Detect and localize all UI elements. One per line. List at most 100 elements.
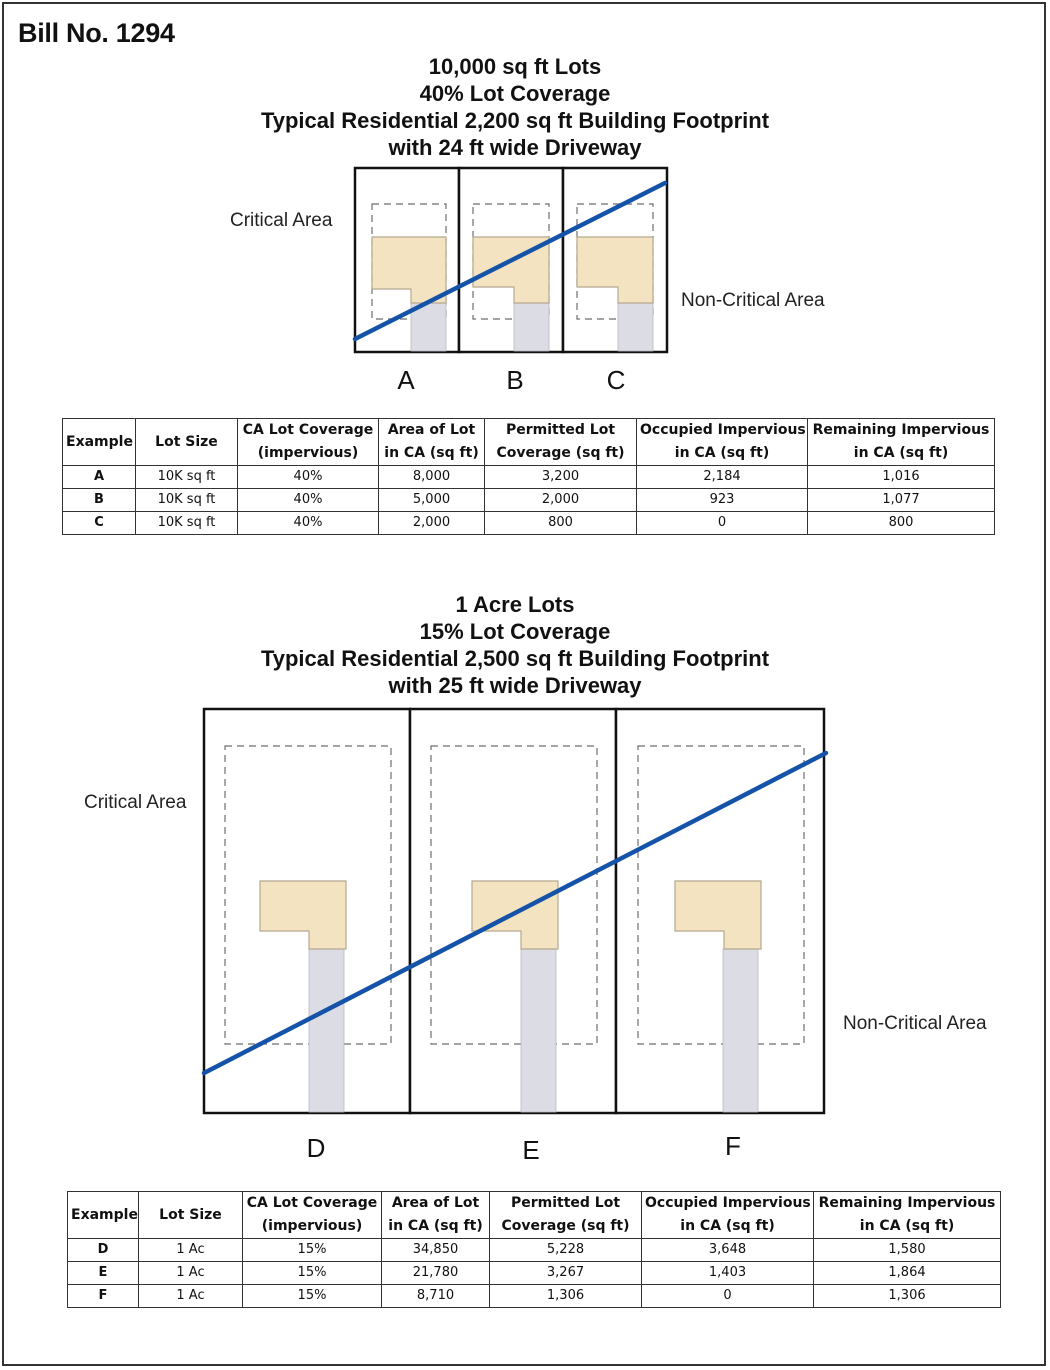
setback-outline [637,745,805,1045]
driveway [722,948,759,1113]
table-row: D 1 Ac 15% 34,850 5,228 3,648 1,580 [67,1238,1001,1262]
table-header-row: Example Lot Size CA Lot Coverage (impervi… [62,418,995,466]
table-cell: 1,077 [807,488,995,512]
header-remaining-impervious: Remaining Impervious in CA (sq ft) [813,1191,1001,1239]
table-cell: 34,850 [381,1238,490,1262]
building-footprint [371,236,447,304]
driveway [513,302,550,352]
table-row: F 1 Ac 15% 8,710 1,306 0 1,306 [67,1284,1001,1308]
table-cell: 2,184 [636,465,808,489]
table-cell: 3,200 [484,465,637,489]
table-cell: 10K sq ft [135,511,238,535]
header-area-in-ca: Area of Lot in CA (sq ft) [378,418,485,466]
lot-diagram-1-acre [201,707,829,1115]
building-footprint [576,236,654,304]
critical-area-label: Critical Area [84,792,187,813]
driveway [617,302,654,352]
header-ca-lot-coverage: CA Lot Coverage (impervious) [237,418,379,466]
table-cell: 5,228 [489,1238,642,1262]
setback-outline [371,203,447,320]
section1-heading-line: 10,000 sq ft Lots [428,54,602,79]
header-occupied-impervious: Occupied Impervious in CA (sq ft) [636,418,808,466]
building-footprint [674,880,762,950]
header-permitted-coverage: Permitted Lot Coverage (sq ft) [484,418,637,466]
table-cell: 40% [237,511,379,535]
building-footprint [259,880,347,950]
table-cell: D [67,1238,139,1262]
table-cell: 1 Ac [138,1238,243,1262]
lot-label-e: E [522,1135,540,1165]
header-permitted-coverage: Permitted Lot Coverage (sq ft) [489,1191,642,1239]
table-cell: 1 Ac [138,1284,243,1308]
section2-heading: 1 Acre Lots 15% Lot Coverage Typical Res… [0,591,1030,699]
section1-heading-line: Typical Residential 2,200 sq ft Building… [260,108,770,133]
section1-heading-line: with 24 ft wide Driveway [388,135,642,160]
table-cell: 1,864 [813,1261,1001,1285]
driveway [308,948,345,1113]
table-cell: 923 [636,488,808,512]
table-cell: 15% [242,1261,382,1285]
header-occupied-impervious: Occupied Impervious in CA (sq ft) [641,1191,814,1239]
section1-heading-line: 40% Lot Coverage [419,81,611,106]
header-lot-size: Lot Size [138,1191,243,1239]
table-cell: 3,648 [641,1238,814,1262]
setback-outline [224,745,392,1045]
table-row: A 10K sq ft 40% 8,000 3,200 2,184 1,016 [62,465,995,489]
header-area-in-ca: Area of Lot in CA (sq ft) [381,1191,490,1239]
table-cell: 15% [242,1238,382,1262]
table-row: E 1 Ac 15% 21,780 3,267 1,403 1,864 [67,1261,1001,1285]
table-cell: 2,000 [484,488,637,512]
header-ca-lot-coverage: CA Lot Coverage (impervious) [242,1191,382,1239]
section2-heading-line: with 25 ft wide Driveway [388,673,642,698]
table-cell: 1,016 [807,465,995,489]
table-cell: 15% [242,1284,382,1308]
table-cell: 1 Ac [138,1261,243,1285]
header-lot-size: Lot Size [135,418,238,466]
table-cell: 2,000 [378,511,485,535]
table-cell: E [67,1261,139,1285]
non-critical-area-label: Non-Critical Area [681,290,825,311]
table-cell: 10K sq ft [135,465,238,489]
table-cell: 3,267 [489,1261,642,1285]
table-cell: 1,403 [641,1261,814,1285]
section2-heading-line: 15% Lot Coverage [419,619,611,644]
table-cell: 0 [641,1284,814,1308]
table-cell: 800 [484,511,637,535]
table-cell: F [67,1284,139,1308]
table-cell: 1,580 [813,1238,1001,1262]
lot-coverage-table-1-acre: Example Lot Size CA Lot Coverage (impervi… [67,1191,1001,1308]
header-remaining-impervious: Remaining Impervious in CA (sq ft) [807,418,995,466]
table-cell: 40% [237,488,379,512]
table-header-row: Example Lot Size CA Lot Coverage (impervi… [67,1191,1001,1239]
lot-label-b: B [506,365,524,395]
driveway [410,302,447,352]
lot-coverage-table-10k: Example Lot Size CA Lot Coverage (impervi… [62,418,995,535]
table-cell: 0 [636,511,808,535]
lot-label-c: C [606,365,626,395]
non-critical-area-label: Non-Critical Area [843,1013,987,1034]
header-example: Example [67,1191,139,1239]
lot-label-a: A [397,365,415,395]
header-example: Example [62,418,136,466]
table-cell: A [62,465,136,489]
lot-label-f: F [725,1131,741,1161]
table-cell: B [62,488,136,512]
table-cell: 40% [237,465,379,489]
table-row: C 10K sq ft 40% 2,000 800 0 800 [62,511,995,535]
table-cell: 21,780 [381,1261,490,1285]
critical-area-boundary-line [201,750,829,1076]
critical-area-boundary-line [352,180,668,342]
table-cell: 10K sq ft [135,488,238,512]
section1-heading: 10,000 sq ft Lots 40% Lot Coverage Typic… [0,53,1030,161]
bill-number-title: Bill No. 1294 [18,18,175,48]
setback-outline [430,745,598,1045]
table-cell: 5,000 [378,488,485,512]
building-footprint [472,236,550,304]
table-cell: 800 [807,511,995,535]
table-cell: 8,000 [378,465,485,489]
driveway [520,948,557,1113]
section2-heading-line: Typical Residential 2,500 sq ft Building… [260,646,770,671]
table-row: B 10K sq ft 40% 5,000 2,000 923 1,077 [62,488,995,512]
section2-heading-line: 1 Acre Lots [455,592,575,617]
